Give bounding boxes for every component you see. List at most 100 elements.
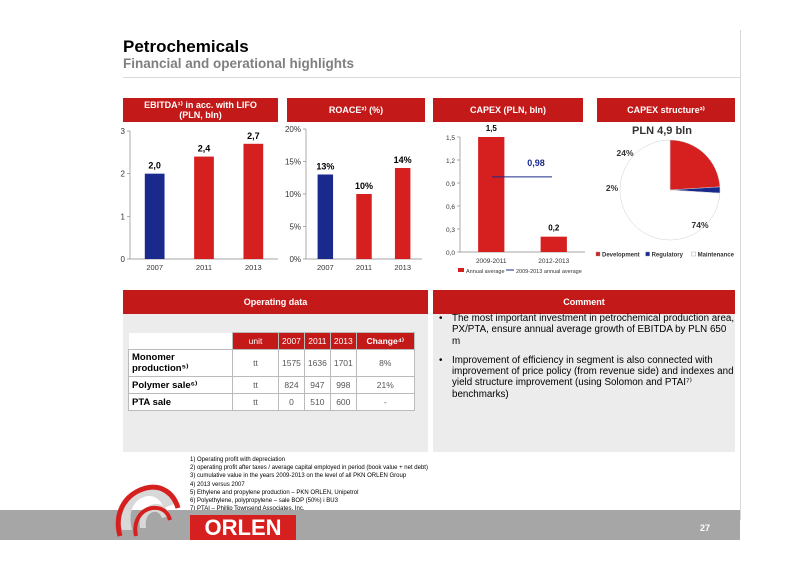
y-tick-label: 0% <box>289 255 301 264</box>
orlen-logo: ORLEN <box>115 484 296 540</box>
bar <box>394 168 411 259</box>
ebitda-header-line1: EBITDA¹⁾ in acc. with LIFO <box>144 100 257 110</box>
x-tick-label: 2011 <box>196 263 212 272</box>
legend-label: Maintenance <box>698 253 735 259</box>
bar <box>478 137 505 252</box>
cell-2011: 1636 <box>303 349 331 377</box>
x-tick-label: 2013 <box>245 263 262 272</box>
bar <box>194 156 214 259</box>
y-tick-label: 0 <box>121 255 126 264</box>
y-tick-label: 0,9 <box>446 181 455 188</box>
data-label: 0,2 <box>548 224 560 233</box>
table-row: Monomer production⁵⁾ tt 1575 1636 1701 8% <box>128 349 415 377</box>
data-label: 13% <box>316 162 334 172</box>
cell-unit: tt <box>232 393 279 411</box>
y-tick-label: 20% <box>285 125 301 134</box>
logo-text: ORLEN <box>205 515 282 540</box>
data-label: 2,7 <box>247 131 260 141</box>
y-tick-label: 0,0 <box>446 250 455 257</box>
pie-slice-label: 2% <box>606 183 619 193</box>
capex-chart: 0,0 0,3 0,6 0,9 1,2 1,5 1,5 2009-2011 0,2 2012-20… <box>446 124 585 275</box>
legend-label: Development <box>602 253 640 259</box>
cell-2007: 1575 <box>278 349 305 377</box>
legend-label: 2009-2013 annual average <box>516 269 582 275</box>
row-label: Monomer production⁵⁾ <box>128 349 233 377</box>
pie-total-label: PLN 4,9 bln <box>632 125 692 137</box>
bar <box>243 143 264 259</box>
operating-data-header: Operating data <box>123 290 428 314</box>
y-tick-label: 0,3 <box>446 227 455 234</box>
data-label: 14% <box>394 155 412 165</box>
footnote: 4) 2013 versus 2007 <box>190 481 245 488</box>
data-label: 2,0 <box>148 161 161 171</box>
pie-slice-label: 74% <box>691 220 708 230</box>
x-tick-label: 2011 <box>356 263 372 272</box>
pie-slice <box>669 139 721 191</box>
page-subtitle: Financial and operational highlights <box>123 56 355 71</box>
y-tick-label: 0,6 <box>446 204 455 211</box>
cell-2007: 0 <box>278 393 305 411</box>
y-tick-label: 1,2 <box>446 158 455 165</box>
bar <box>317 174 334 259</box>
average-label: 0,98 <box>527 158 545 168</box>
cell-unit: tt <box>232 349 279 377</box>
row-label-line2: production⁵⁾ <box>132 363 189 374</box>
x-tick-label: 2007 <box>146 263 163 272</box>
legend-label: Regulatory <box>652 253 684 259</box>
bar <box>540 236 567 252</box>
y-tick-label: 10% <box>285 190 301 199</box>
col-unit: unit <box>232 332 279 350</box>
y-tick-label: 2 <box>121 170 126 179</box>
ebitda-header: EBITDA¹⁾ in acc. with LIFO (PLN, bln) <box>123 98 278 122</box>
ebitda-chart: 0 1 2 3 2,0 2007 2,4 2011 2,7 2013 <box>121 127 278 272</box>
comment-list: The most important investment in petroch… <box>436 313 736 408</box>
comment-header: Comment <box>433 290 735 314</box>
bar <box>144 173 165 259</box>
row-label-line1: Monomer <box>132 352 175 363</box>
y-tick-label: 1,5 <box>446 135 455 142</box>
comment-item: Improvement of efficiency in segment is … <box>436 355 736 400</box>
row-label: Polymer sale⁶⁾ <box>128 376 233 394</box>
cell-2011: 947 <box>303 376 331 394</box>
cell-2013: 600 <box>329 393 357 411</box>
cell-2013: 1701 <box>329 349 357 377</box>
footnote: 3) cumulative value in the years 2009-20… <box>190 473 407 480</box>
cell-2013: 998 <box>329 376 357 394</box>
x-tick-label: 2009-2011 <box>476 258 507 265</box>
legend-swatch <box>645 251 650 257</box>
footnote: 2) operating profit after taxes / averag… <box>190 465 428 472</box>
table-row: PTA sale tt 0 510 600 - <box>128 393 415 411</box>
footnote: 1) Operating profit with depreciation <box>190 457 286 463</box>
legend-swatch-annual <box>458 268 464 272</box>
cell-unit: tt <box>232 376 279 394</box>
roace-chart: 0% 5% 10% 15% 20% 13% 2007 10% 2011 14% 2013 <box>285 125 422 272</box>
y-tick-label: 15% <box>285 158 301 167</box>
capex-structure-header: CAPEX structure³⁾ <box>597 98 735 122</box>
footnote: 5) Ethylene and propylene production – P… <box>190 489 359 496</box>
operating-data-table: unit 2007 2011 2013 Change⁴⁾ Monomer prod… <box>128 332 415 411</box>
bar <box>356 194 372 259</box>
y-tick-label: 5% <box>289 223 301 232</box>
table-row: Polymer sale⁶⁾ tt 824 947 998 21% <box>128 376 415 394</box>
ebitda-header-line2: (PLN, bln) <box>179 110 222 120</box>
pie-slice <box>619 139 721 241</box>
page-number: 27 <box>700 523 711 533</box>
cell-change: 8% <box>355 349 415 377</box>
x-tick-label: 2013 <box>394 263 411 272</box>
right-margin-line <box>740 30 741 520</box>
pie-slice-label: 24% <box>616 148 633 158</box>
data-label: 10% <box>355 181 373 191</box>
legend-label: Annual average <box>466 269 505 275</box>
cell-2007: 824 <box>278 376 305 394</box>
title-divider <box>123 77 740 78</box>
footnote: 6) Polyethylene, polypropylene – sale BO… <box>190 498 338 505</box>
y-tick-label: 3 <box>121 127 126 136</box>
x-tick-label: 2007 <box>317 263 334 272</box>
capex-structure-chart: PLN 4,9 bln 24% 2% 74% Development Regulatory… <box>595 125 735 259</box>
col-change: Change⁴⁾ <box>355 332 415 350</box>
x-tick-label: 2012-2013 <box>538 258 569 265</box>
page-title: Petrochemicals <box>123 37 249 56</box>
data-label: 2,4 <box>198 144 211 154</box>
cell-change: - <box>355 393 415 411</box>
y-tick-label: 1 <box>121 212 126 221</box>
